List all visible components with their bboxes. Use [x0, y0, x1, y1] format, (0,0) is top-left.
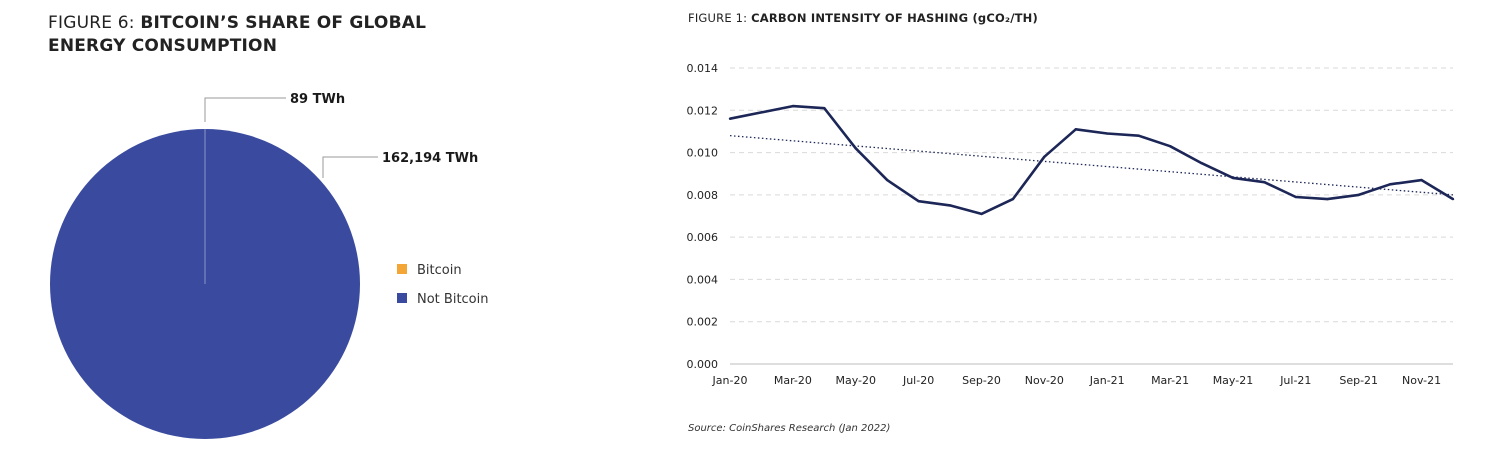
not-bitcoin-label-leader [322, 156, 378, 178]
pie-chart-title: FIGURE 6: BITCOIN’S SHARE OF GLOBAL ENER… [48, 12, 488, 58]
line-chart: 0.000 0.002 0.004 0.006 0.008 0.010 0.012 0.014… [687, 62, 1455, 387]
data-point [1294, 195, 1298, 199]
bitcoin-label-leader [204, 97, 286, 122]
source-note: Source: CoinShares Research (Jan 2022) [688, 423, 891, 434]
trendline [729, 135, 1454, 196]
series-line-carbon-intensity [729, 104, 1454, 216]
legend-swatch-not-bitcoin [397, 293, 407, 303]
x-tick-label: Jul-20 [902, 374, 934, 387]
gridlines [730, 67, 1453, 365]
pie-chart-title-text: BITCOIN’S SHARE OF GLOBAL ENERGY CONSUMP… [48, 13, 427, 56]
data-point [1200, 161, 1203, 165]
y-tick-label: 0.000 [687, 358, 719, 371]
x-tick-label: May-20 [835, 374, 876, 387]
data-point [728, 117, 732, 120]
x-tick-label: May-21 [1213, 374, 1254, 387]
x-tick-label: Sep-21 [1339, 374, 1378, 387]
x-tick-label: Jan-21 [1089, 374, 1125, 387]
pie-legend: Bitcoin Not Bitcoin [397, 263, 489, 307]
legend-swatch-bitcoin [397, 264, 407, 274]
x-tick-label: Sep-20 [962, 374, 1001, 387]
data-point [1326, 197, 1329, 201]
pie-chart: 89 TWh 162,194 TWh [50, 92, 478, 439]
data-point [791, 104, 795, 108]
data-point [1011, 197, 1015, 201]
data-point [1074, 128, 1077, 131]
y-tick-label: 0.004 [687, 273, 719, 286]
data-point [1168, 145, 1172, 148]
x-tick-label: Mar-20 [774, 374, 812, 387]
x-axis-ticks: Jan-20 Mar-20 May-20 Jul-20 Sep-20 Nov-20 Jan-… [712, 374, 1442, 387]
line-chart-title-prefix: FIGURE 1: [688, 11, 748, 25]
data-point [1451, 197, 1455, 201]
y-tick-label: 0.012 [687, 104, 719, 117]
data-point [980, 212, 983, 216]
x-tick-label: Nov-20 [1025, 374, 1064, 387]
x-tick-label: Nov-21 [1402, 374, 1441, 387]
data-point [823, 106, 826, 110]
data-point [1388, 183, 1392, 186]
line-chart-title-text: CARBON INTENSITY OF HASHING (gCO₂/TH) [751, 11, 1038, 25]
y-tick-label: 0.010 [687, 147, 719, 160]
data-point [1043, 155, 1046, 158]
data-point [1263, 180, 1266, 184]
y-axis-ticks: 0.000 0.002 0.004 0.006 0.008 0.010 0.012 0.014 [687, 62, 719, 371]
bitcoin-value-label: 89 TWh [290, 92, 345, 107]
not-bitcoin-value-label: 162,194 TWh [382, 151, 478, 166]
x-tick-label: Jul-21 [1279, 374, 1311, 387]
data-point [1420, 178, 1423, 182]
x-tick-label: Mar-21 [1151, 374, 1189, 387]
data-point [1106, 132, 1109, 135]
y-tick-label: 0.008 [687, 189, 719, 202]
x-tick-label: Jan-20 [712, 374, 748, 387]
data-point [760, 111, 763, 114]
data-point [948, 204, 952, 207]
data-point [917, 200, 920, 203]
data-point [885, 178, 889, 182]
pie-chart-title-prefix: FIGURE 6: [48, 13, 135, 33]
series-points [728, 104, 1455, 216]
data-point [1357, 193, 1360, 197]
data-point [1231, 176, 1235, 180]
y-tick-label: 0.014 [687, 62, 719, 75]
line-chart-title: FIGURE 1: CARBON INTENSITY OF HASHING (g… [688, 11, 1038, 25]
y-tick-label: 0.002 [687, 316, 719, 329]
y-tick-label: 0.006 [687, 231, 719, 244]
data-point [1137, 134, 1140, 137]
legend-label-bitcoin: Bitcoin [417, 263, 462, 278]
legend-label-not-bitcoin: Not Bitcoin [417, 292, 489, 307]
data-point [854, 147, 857, 150]
